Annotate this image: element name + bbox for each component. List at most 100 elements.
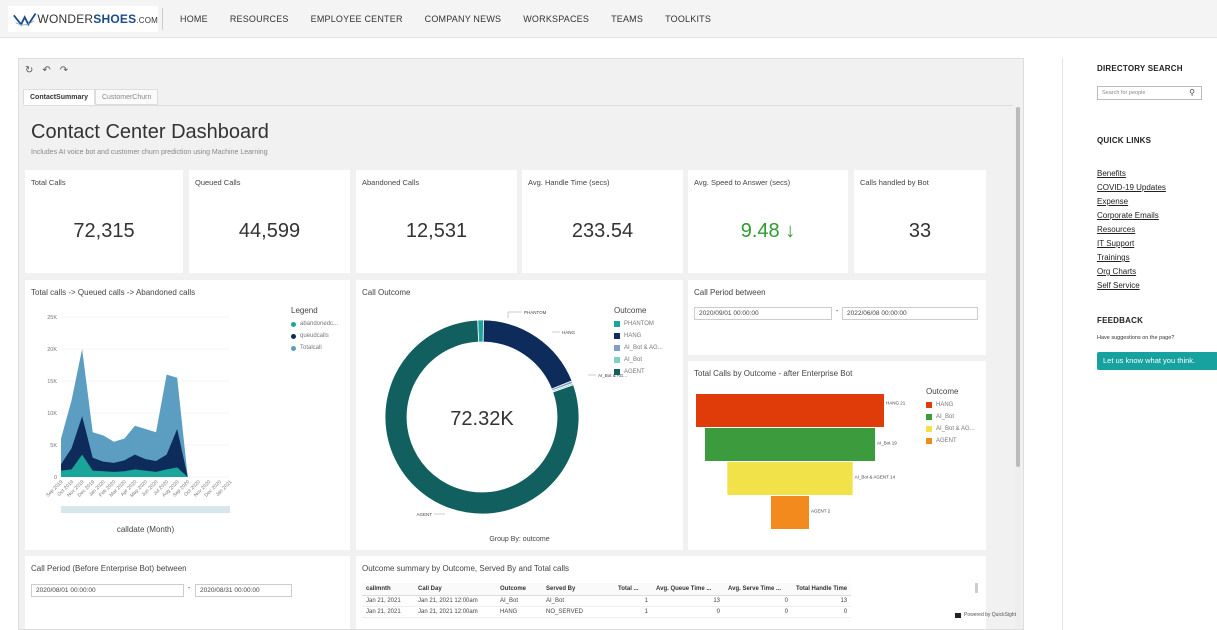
table-row[interactable]: Jan 21, 2021 Jan 21, 2021 12:00am AI_Bot AI… [362, 595, 852, 607]
tab-contact-summary[interactable]: ContactSummary [23, 89, 95, 105]
kpi-value: 72,315 [73, 220, 135, 242]
donut-chart-card[interactable]: Call Outcome 72.32K PHANTOM HANG AI_Bot & A… [356, 280, 683, 550]
table-cell: AI_Bot [542, 595, 614, 607]
legend-label: HANG [624, 333, 642, 339]
legend-item[interactable]: AGENT [926, 438, 975, 444]
funnel-data-label: HANG 21 [886, 401, 906, 406]
table-row[interactable]: Jan 21, 2021 Jan 21, 2021 12:00am HANG NO_S… [362, 606, 852, 618]
kpi-queued-calls[interactable]: Queued Calls 44,599 [189, 170, 350, 273]
quick-link-org-charts[interactable]: Org Charts [1097, 267, 1137, 276]
kpi-label: Avg. Handle Time (secs) [528, 178, 610, 187]
legend-swatch [614, 357, 620, 363]
period-before-to-input[interactable]: 2020/08/31 00:00:00 [195, 584, 292, 597]
legend-item[interactable]: AI_Bot [614, 357, 663, 363]
column-header[interactable]: Outcome [496, 583, 542, 596]
feedback-title: FEEDBACK [1097, 316, 1144, 325]
table-cell: Jan 21, 2021 [362, 595, 414, 607]
period-to-input[interactable]: 2022/06/08 00:00:00 [842, 307, 978, 320]
legend-item[interactable]: AI_Bot & AG... [614, 345, 663, 351]
nav-item-teams[interactable]: TEAMS [611, 14, 644, 24]
kpi-label: Queued Calls [195, 178, 241, 187]
legend-swatch [926, 438, 932, 444]
tab-customer-churn[interactable]: CustomerChurn [94, 89, 159, 105]
period-before-from-input[interactable]: 2020/08/01 00:00:00 [31, 584, 184, 597]
table-cell: 13 [652, 595, 724, 607]
column-header[interactable]: Avg. Serve Time ... [724, 583, 792, 596]
quick-link-it-support[interactable]: IT Support [1097, 239, 1135, 248]
kpi-calls-handled-by-bot[interactable]: Calls handled by Bot 33 [854, 170, 986, 273]
donut-center-value: 72.32K [450, 408, 514, 430]
kpi-label: Calls handled by Bot [860, 178, 929, 187]
area-chart-card[interactable]: Total calls -> Queued calls -> Abandoned… [25, 280, 350, 550]
funnel-bar-ai-bot-agent[interactable] [727, 462, 853, 495]
scrollbar-thumb[interactable] [1016, 107, 1020, 467]
column-header[interactable]: callmnth [362, 583, 414, 596]
period-from-input[interactable]: 2020/09/01 00:00:00 [694, 307, 832, 320]
donut-slice-hang[interactable] [482, 319, 573, 390]
funnel-bar-hang[interactable] [696, 394, 884, 427]
legend-label: AGENT [936, 438, 957, 444]
legend-item[interactable]: queudcalls [291, 333, 338, 339]
column-header[interactable]: Call Day [414, 583, 496, 596]
quick-link-expense[interactable]: Expense [1097, 197, 1129, 206]
area-series-1[interactable] [61, 416, 230, 477]
people-search-input[interactable]: Search for people ⚲ [1097, 86, 1202, 100]
top-navigation: WONDERSHOES.COM HOME RESOURCES EMPLOYEE CE… [0, 0, 1217, 38]
column-header[interactable]: Served By [542, 583, 614, 596]
period-filter-card: Call Period between 2020/09/01 00:00:00 … [688, 280, 986, 355]
area-legend: Legend abandonedc... queudcalls Totalcall [291, 306, 338, 351]
legend-item[interactable]: HANG [926, 402, 975, 408]
funnel-bar-ai-bot[interactable] [704, 428, 876, 461]
quick-link-trainings[interactable]: Trainings [1097, 253, 1130, 262]
search-placeholder: Search for people [1102, 90, 1146, 96]
legend-item[interactable]: AI_Bot & AG... [926, 426, 975, 432]
powered-by-text: Powered by QuickSight [964, 612, 1016, 618]
legend-item[interactable]: AGENT [614, 369, 663, 375]
nav-item-company-news[interactable]: COMPANY NEWS [424, 14, 502, 24]
donut-slice-agent[interactable] [384, 319, 580, 515]
feedback-button[interactable]: Let us know what you think. [1097, 352, 1217, 370]
undo-icon[interactable]: ↶ [42, 65, 51, 76]
nav-item-resources[interactable]: RESOURCES [229, 14, 289, 24]
quick-link-benefits[interactable]: Benefits [1097, 169, 1126, 178]
legend-item[interactable]: Totalcall [291, 345, 338, 351]
quick-link-corporate-emails[interactable]: Corporate Emails [1097, 211, 1159, 220]
funnel-chart[interactable]: HANG 21 AI_Bot 19 AI_Bot & AGENT 14 AGENT 2 [688, 361, 986, 550]
kpi-avg-handle-time[interactable]: Avg. Handle Time (secs) 233.54 [522, 170, 683, 273]
quick-link-resources[interactable]: Resources [1097, 225, 1136, 234]
callout-label: PHANTOM [524, 310, 547, 315]
donut-chart[interactable]: 72.32K PHANTOM HANG AI_Bot & AG... AGENT [356, 280, 683, 550]
funnel-chart-card[interactable]: Total Calls by Outcome - after Enterpris… [688, 361, 986, 550]
quick-link-covid-19-updates[interactable]: COVID-19 Updates [1097, 183, 1166, 192]
legend-swatch [614, 321, 620, 327]
range-separator: - [188, 585, 191, 592]
range-slider[interactable] [61, 506, 230, 513]
funnel-legend: Outcome HANG AI_Bot AI_Bot & AG... AGENT [926, 387, 975, 444]
company-logo[interactable]: WONDERSHOES.COM [8, 6, 158, 32]
legend-item[interactable]: HANG [614, 333, 663, 339]
nav-item-workspaces[interactable]: WORKSPACES [523, 14, 590, 24]
area-series-0[interactable] [61, 454, 230, 477]
kpi-total-calls[interactable]: Total Calls 72,315 [25, 170, 183, 273]
quick-link-self-service[interactable]: Self Service [1097, 281, 1140, 290]
kpi-avg-speed-to-answer[interactable]: Avg. Speed to Answer (secs) 9.48 ↓ [688, 170, 848, 273]
nav-item-toolkits[interactable]: TOOLKITS [665, 14, 712, 24]
area-series-2[interactable] [61, 349, 230, 477]
search-icon[interactable]: ⚲ [1189, 88, 1195, 97]
quick-links-title: QUICK LINKS [1097, 136, 1152, 145]
column-header[interactable]: Avg. Queue Time ... [652, 583, 724, 596]
funnel-bar-agent[interactable] [771, 496, 809, 529]
table-scrollbar[interactable] [975, 583, 978, 593]
legend-item[interactable]: AI_Bot [926, 414, 975, 420]
redo-icon[interactable]: ↷ [59, 65, 69, 76]
legend-item[interactable]: abandonedc... [291, 321, 338, 327]
column-header[interactable]: Total Handle Time [792, 583, 852, 596]
nav-item-employee-center[interactable]: EMPLOYEE CENTER [310, 14, 403, 24]
column-header[interactable]: Total ... [614, 583, 652, 596]
nav-item-home[interactable]: HOME [180, 14, 208, 24]
legend-label: Totalcall [300, 345, 322, 351]
kpi-abandoned-calls[interactable]: Abandoned Calls 12,531 [356, 170, 517, 273]
legend-item[interactable]: PHANTOM [614, 321, 663, 327]
refresh-icon[interactable]: ↻ [25, 65, 34, 76]
